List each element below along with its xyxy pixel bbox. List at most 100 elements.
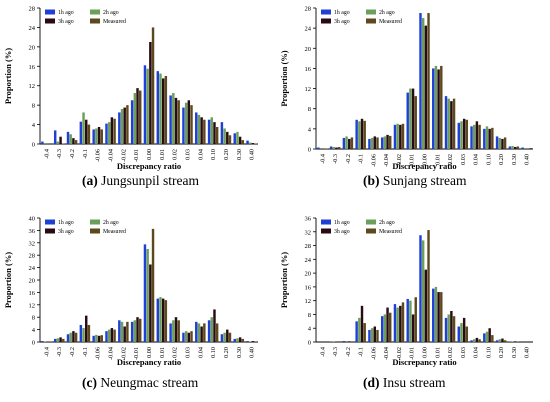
bar-2h-ago bbox=[197, 323, 201, 342]
bar-1h-ago bbox=[53, 130, 57, 144]
bar-measured bbox=[100, 129, 103, 144]
y-axis-label: Proportion (%) bbox=[279, 50, 289, 106]
bar-measured bbox=[427, 230, 430, 342]
x-tick-label: -0.06 bbox=[95, 347, 102, 360]
x-tick-label: 0.00 bbox=[422, 347, 429, 358]
caption-letter: (d) bbox=[363, 375, 380, 390]
bar-2h-ago bbox=[146, 68, 149, 144]
x-tick-label: 0.00 bbox=[422, 154, 429, 165]
x-tick-label: -0.01 bbox=[409, 347, 416, 360]
y-axis-label: Proportion (%) bbox=[3, 48, 13, 104]
bar-3h-ago bbox=[411, 314, 415, 342]
bar-2h-ago bbox=[383, 136, 387, 149]
bar-1h-ago bbox=[380, 137, 384, 149]
bar-3h-ago bbox=[450, 311, 453, 342]
bar-2h-ago bbox=[133, 320, 137, 342]
legend-swatch bbox=[321, 9, 331, 15]
bar-2h-ago bbox=[236, 131, 239, 144]
legend-label: 3h ago bbox=[58, 229, 74, 235]
legend-swatch bbox=[90, 219, 100, 225]
bar-3h-ago bbox=[161, 298, 165, 342]
x-tick-label: -0.1 bbox=[358, 154, 365, 164]
x-tick-label: 0.00 bbox=[146, 149, 153, 160]
bar-3h-ago bbox=[348, 341, 351, 342]
x-tick-label: 0.04 bbox=[197, 149, 204, 160]
y-tick-label: 24 bbox=[305, 26, 312, 33]
bar-measured bbox=[491, 127, 494, 149]
x-tick-label: -0.04 bbox=[383, 347, 390, 360]
y-tick-label: 12 bbox=[305, 298, 312, 305]
legend-label: 2h ago bbox=[103, 220, 119, 226]
y-tick-label: 8 bbox=[32, 103, 35, 110]
bar-1h-ago bbox=[156, 298, 160, 342]
bar-2h-ago bbox=[43, 341, 47, 342]
bar-3h-ago bbox=[373, 136, 376, 149]
x-axis-label: Discrepancy ratio bbox=[392, 357, 456, 367]
bar-1h-ago bbox=[246, 140, 249, 144]
bar-measured bbox=[529, 147, 532, 149]
legend-swatch bbox=[45, 9, 55, 15]
bar-measured bbox=[203, 323, 206, 342]
bar-measured bbox=[203, 119, 206, 144]
bar-measured bbox=[177, 100, 180, 144]
bar-1h-ago bbox=[457, 122, 460, 149]
bar-measured bbox=[452, 316, 456, 342]
bar-1h-ago bbox=[130, 321, 134, 342]
chart-panel-jungsunpil: 0 4 8 12 16 20 24 28 -0.4 -0.3 -0.2 -0.1 -0.06 -0.04-… bbox=[0, 0, 275, 171]
x-tick-label: -0.3 bbox=[56, 347, 63, 357]
bar-2h-ago bbox=[107, 329, 111, 342]
bar-1h-ago bbox=[483, 333, 486, 342]
y-tick-label: 12 bbox=[305, 86, 312, 93]
bar-1h-ago bbox=[508, 146, 512, 149]
x-axis-label: Discrepancy ratio bbox=[117, 357, 181, 367]
bar-1h-ago bbox=[220, 334, 224, 342]
legend-swatch bbox=[321, 219, 331, 225]
y-tick-label: 20 bbox=[29, 44, 36, 51]
bar-2h-ago bbox=[396, 307, 399, 342]
bar-2h-ago bbox=[511, 145, 514, 149]
bar-2h-ago bbox=[172, 93, 175, 144]
bar-measured bbox=[241, 140, 245, 144]
x-tick-label: -0.06 bbox=[370, 347, 377, 360]
y-tick-label: 20 bbox=[305, 46, 312, 53]
bar-2h-ago bbox=[197, 114, 201, 144]
bar-measured bbox=[215, 127, 219, 144]
bar-1h-ago bbox=[457, 326, 460, 342]
legend-label: 1h ago bbox=[334, 220, 350, 226]
bar-1h-ago bbox=[393, 124, 397, 149]
x-tick-label: -0.04 bbox=[108, 347, 115, 360]
x-tick-label: -0.01 bbox=[409, 154, 416, 167]
x-tick-label: 0.40 bbox=[524, 347, 531, 358]
bar-measured bbox=[164, 300, 168, 342]
y-axis-label: Proportion (%) bbox=[3, 252, 13, 308]
bar-1h-ago bbox=[143, 244, 147, 342]
bar-3h-ago bbox=[424, 25, 428, 150]
bar-1h-ago bbox=[182, 332, 185, 342]
bar-2h-ago bbox=[43, 143, 47, 144]
bar-1h-ago bbox=[233, 133, 236, 144]
bar-2h-ago bbox=[82, 112, 85, 144]
x-tick-label: 0.03 bbox=[460, 347, 467, 358]
bar-2h-ago bbox=[498, 137, 501, 149]
x-tick-label: -0.02 bbox=[396, 347, 403, 360]
bar-3h-ago bbox=[213, 309, 216, 342]
y-tick-label: 36 bbox=[29, 228, 36, 235]
bar-1h-ago bbox=[432, 288, 435, 342]
bar-measured bbox=[389, 135, 392, 149]
y-tick-label: 16 bbox=[29, 290, 36, 297]
bar-3h-ago bbox=[85, 315, 88, 342]
bar-1h-ago bbox=[393, 304, 397, 342]
bar-2h-ago bbox=[319, 147, 323, 149]
bar-2h-ago bbox=[82, 328, 85, 342]
bar-1h-ago bbox=[41, 341, 44, 342]
bar-measured bbox=[190, 105, 193, 144]
bar-measured bbox=[516, 146, 520, 149]
caption-text: Jungsunpil stream bbox=[101, 173, 199, 188]
bar-3h-ago bbox=[348, 138, 351, 149]
x-tick-label: -0.02 bbox=[396, 154, 403, 167]
bar-3h-ago bbox=[85, 119, 88, 144]
bar-2h-ago bbox=[447, 314, 450, 342]
bar-1h-ago bbox=[207, 320, 211, 342]
bar-3h-ago bbox=[187, 100, 191, 144]
bar-3h-ago bbox=[251, 143, 255, 144]
